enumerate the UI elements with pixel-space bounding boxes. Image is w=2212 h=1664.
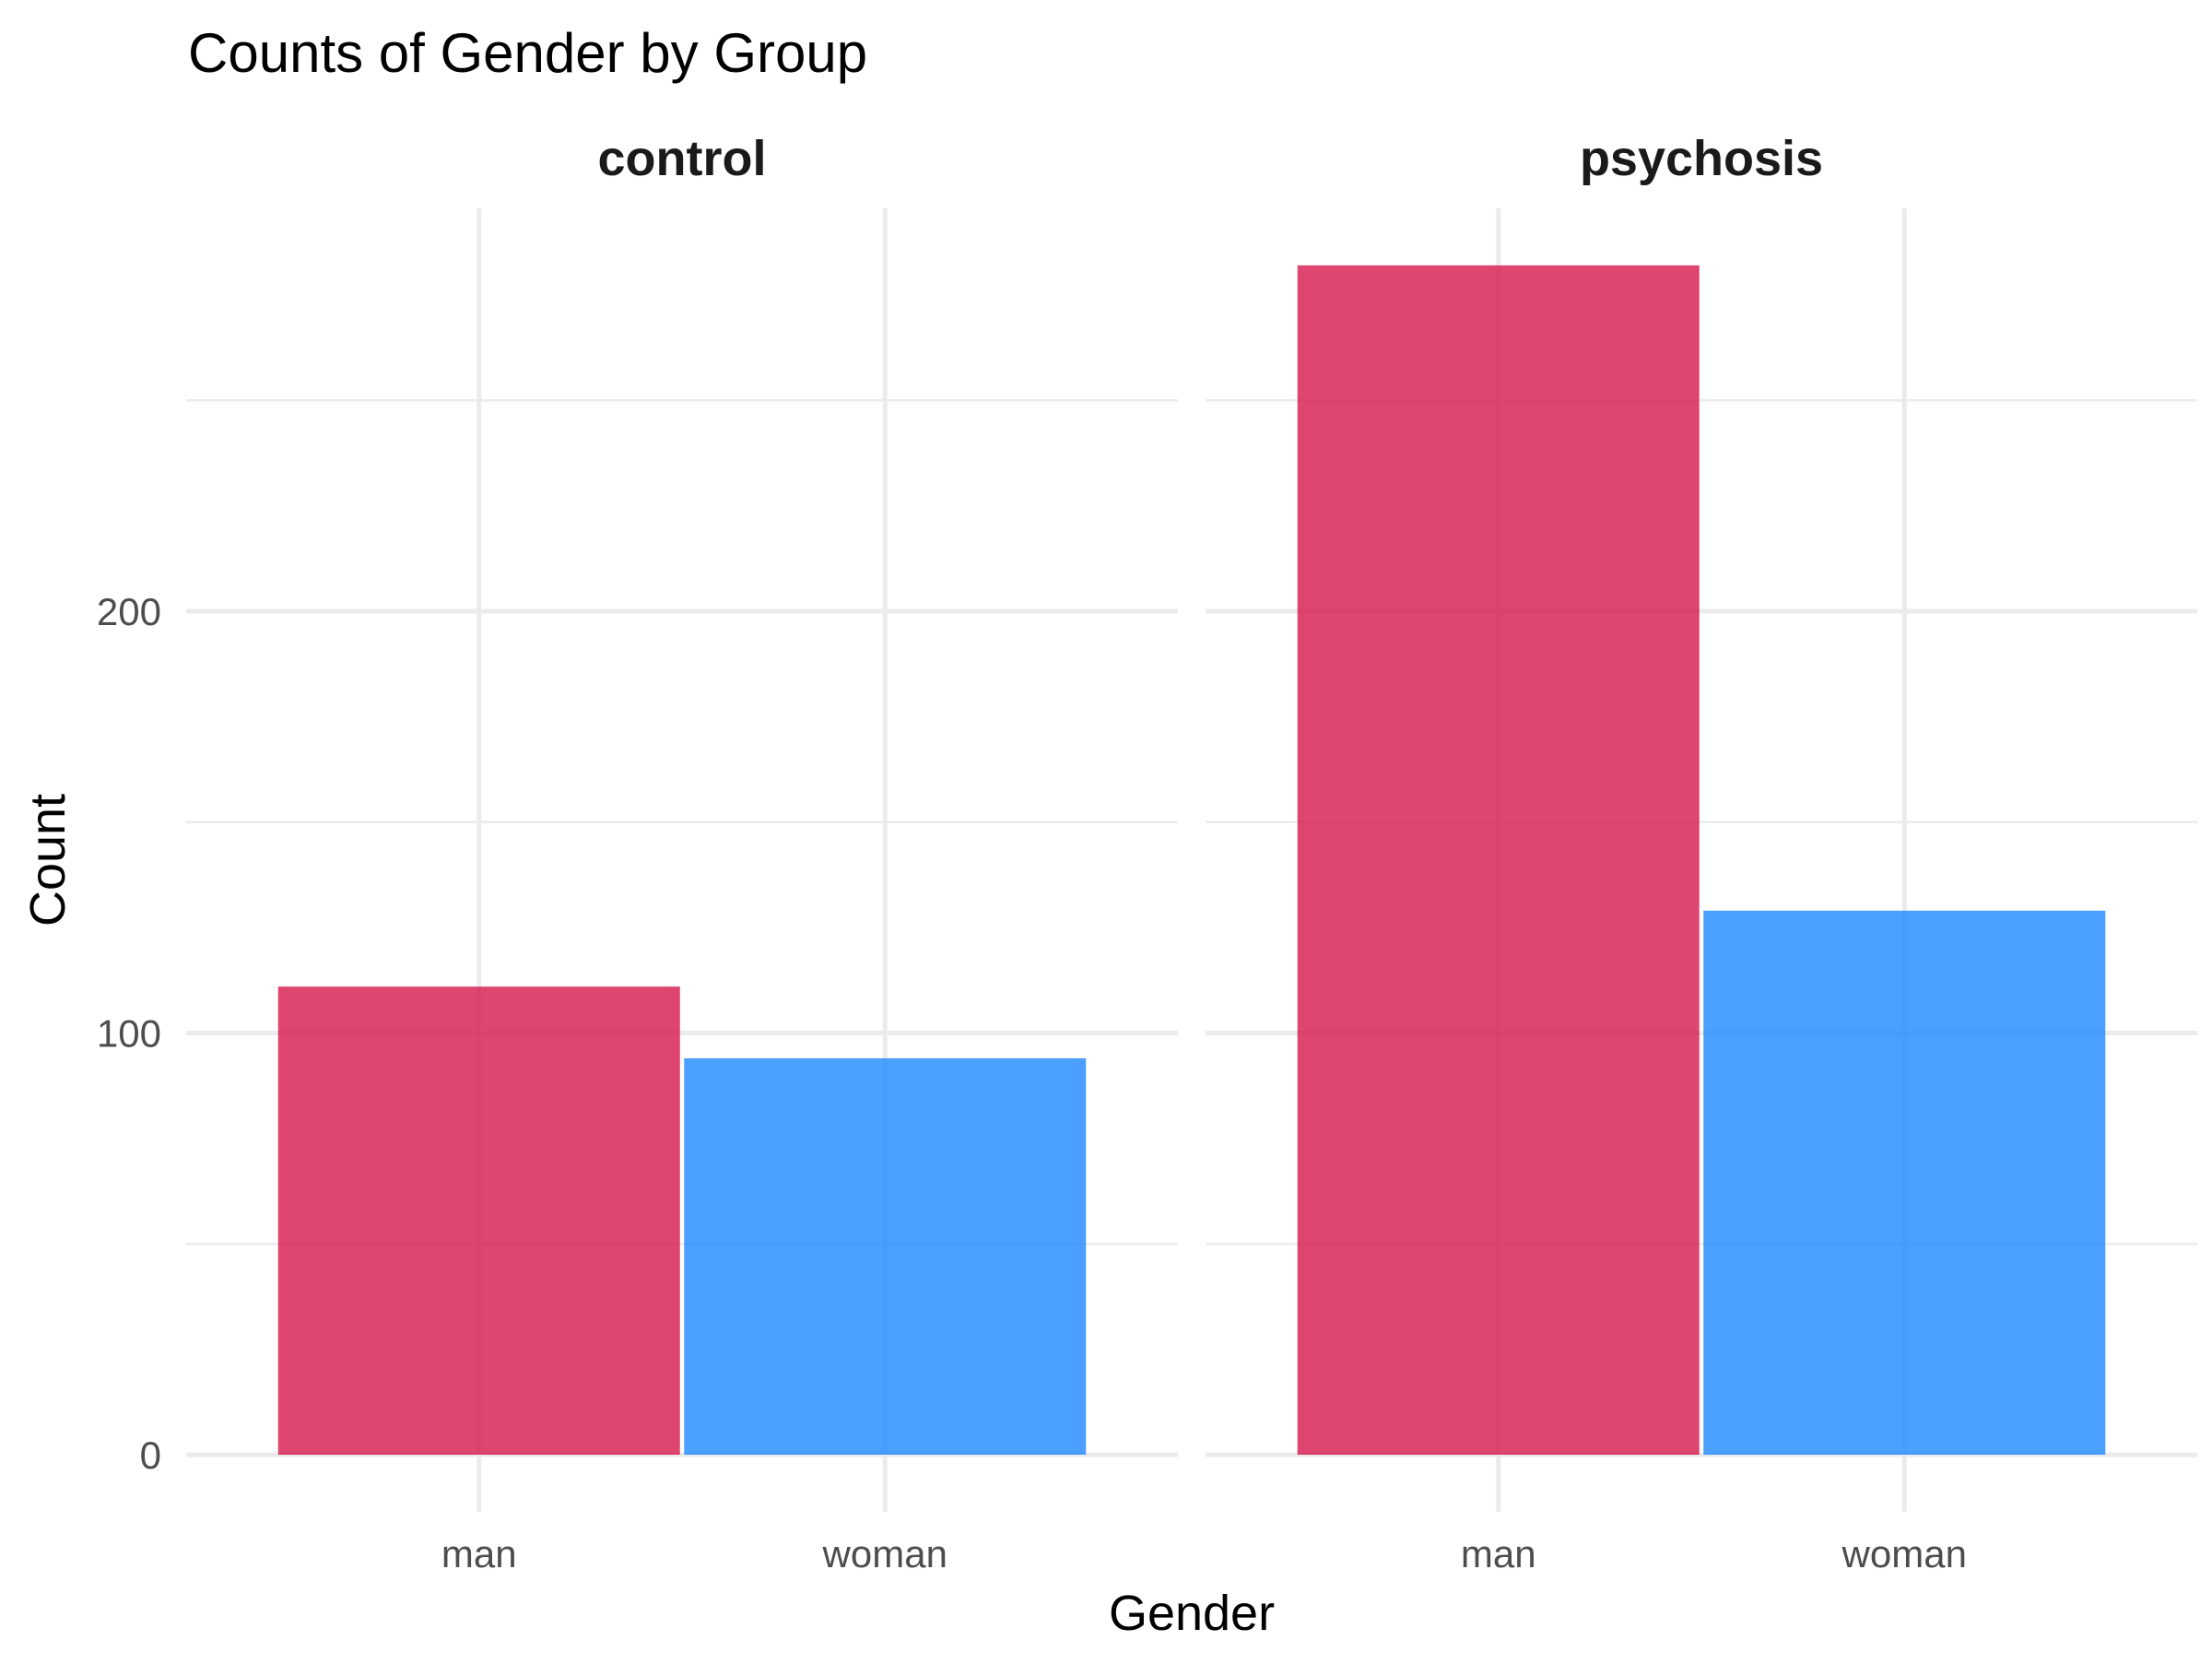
- chart-title: Counts of Gender by Group: [188, 22, 867, 84]
- y-tick-label: 100: [97, 1012, 161, 1056]
- bar-control-man: [277, 986, 680, 1455]
- x-tick-label: woman: [822, 1532, 947, 1575]
- bar-psychosis-man: [1297, 265, 1700, 1456]
- y-tick-label: 200: [97, 590, 161, 633]
- x-tick-label: man: [1461, 1532, 1536, 1575]
- y-axis-label: Count: [20, 794, 76, 926]
- facet-label-control: control: [598, 131, 767, 186]
- bar-control-woman: [684, 1057, 1087, 1455]
- facet-panels: man woman control man woman psychosis 0 100 200: [97, 131, 2197, 1575]
- x-axis-label: Gender: [1109, 1586, 1275, 1641]
- facet-label-psychosis: psychosis: [1580, 131, 1823, 186]
- y-tick-label: 0: [140, 1434, 161, 1477]
- x-tick-label: man: [441, 1532, 517, 1575]
- x-tick-label: woman: [1841, 1532, 1967, 1575]
- bar-psychosis-woman: [1703, 910, 2106, 1455]
